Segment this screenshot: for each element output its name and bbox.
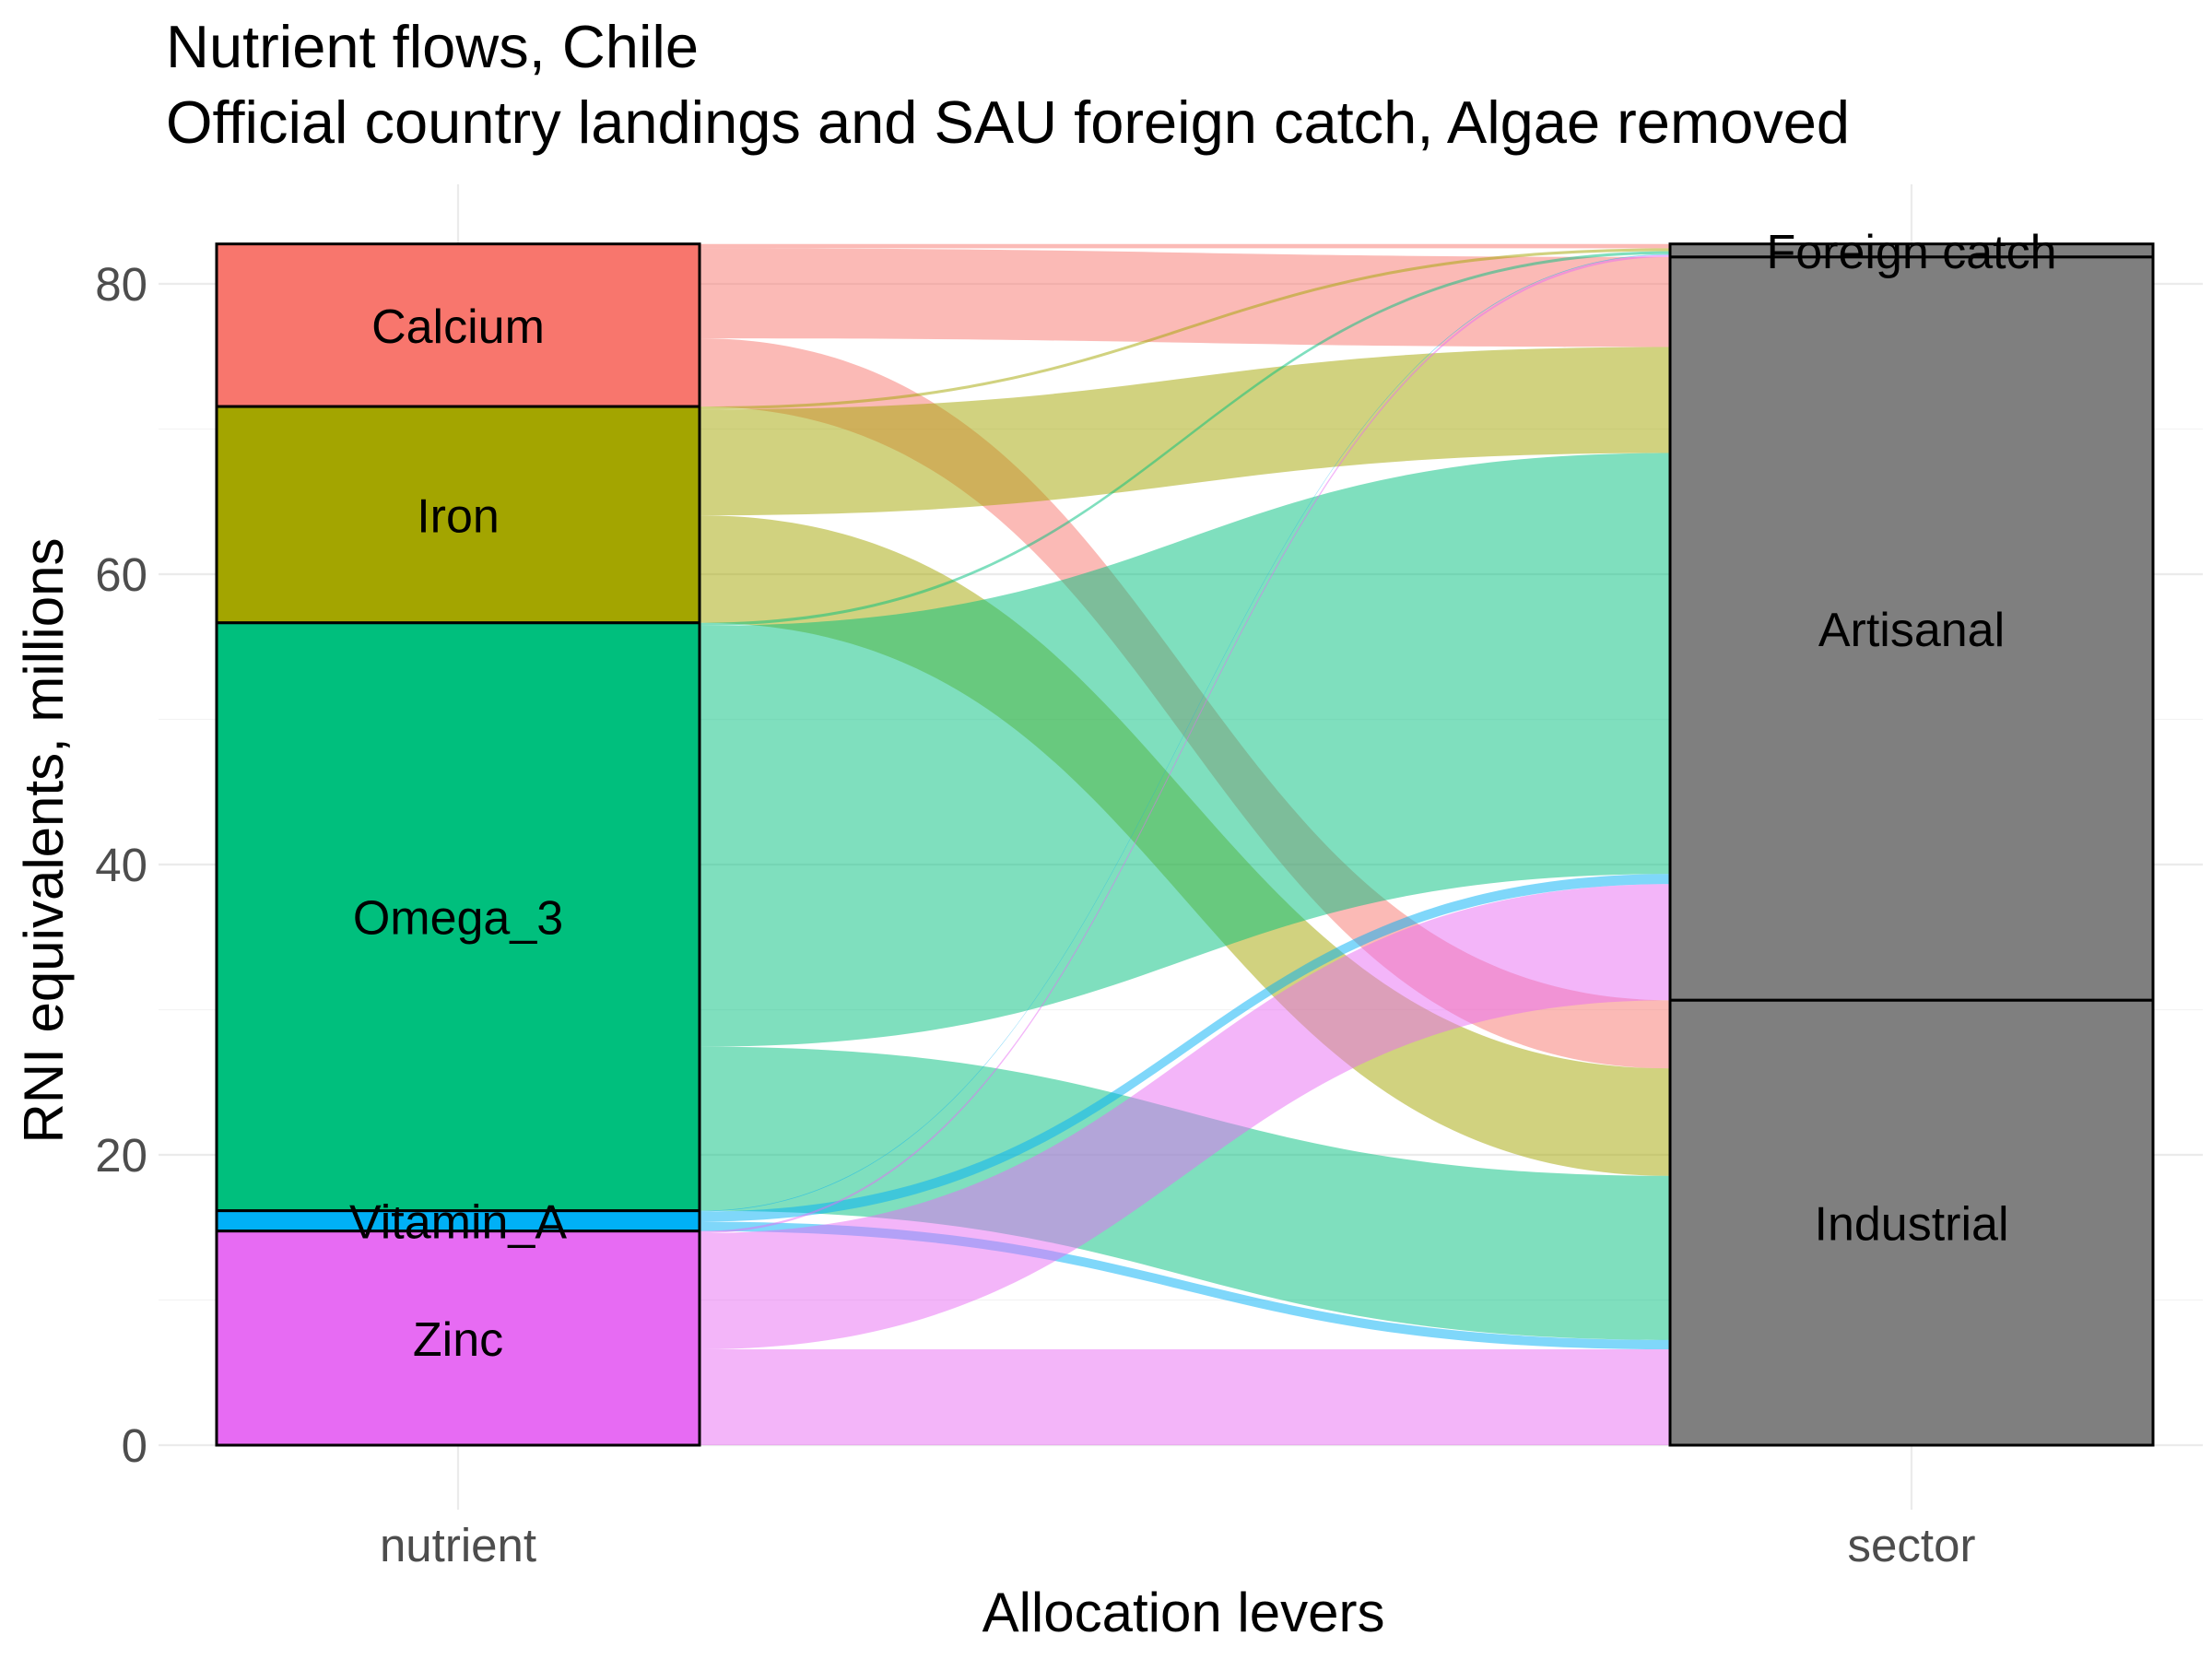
x-axis-ticks: nutrient sector xyxy=(380,1519,1976,1571)
stratum-label: Calcium xyxy=(371,300,545,354)
strata xyxy=(215,242,2155,1447)
stratum-label: Omega_3 xyxy=(353,892,563,946)
flow-omega-3-to-artisanal xyxy=(700,453,1670,1047)
stratum-label: Artisanal xyxy=(1818,604,2005,657)
flows xyxy=(700,243,1670,1445)
stratum-label: Vitamin_A xyxy=(349,1196,567,1250)
flow-omega-3-to-industrial xyxy=(700,1046,1670,1340)
x-tick-label-nutrient: nutrient xyxy=(380,1519,536,1571)
stratum-labels: Calcium Iron Omega_3 Vitamin_A Zinc Foreign c… xyxy=(349,226,2057,1367)
y-tick-label: 0 xyxy=(122,1419,147,1472)
stratum-zinc xyxy=(215,1230,701,1447)
stratum-industrial xyxy=(1668,998,2155,1447)
x-axis-title: Allocation levers xyxy=(982,1582,1385,1643)
flow-vitamin-a-to-industrial xyxy=(700,1221,1670,1350)
stratum-iron xyxy=(215,405,701,625)
stratum-calcium xyxy=(215,242,701,408)
flow-iron-to-foreign-catch xyxy=(700,248,1670,410)
y-axis-ticks: 0 20 40 60 80 xyxy=(95,258,147,1472)
y-tick-label: 60 xyxy=(95,548,147,601)
flow-zinc-to-foreign-catch xyxy=(700,254,1670,1234)
y-axis-title: RNI equivalents, millions xyxy=(13,538,75,1144)
y-tick-label: 80 xyxy=(95,258,147,311)
stratum-label: Foreign catch xyxy=(1766,226,2056,279)
flow-zinc-to-artisanal xyxy=(700,884,1670,1350)
flow-iron-to-artisanal xyxy=(700,347,1670,516)
stratum-artisanal xyxy=(1668,255,2155,1002)
stratum-label: Zinc xyxy=(413,1313,503,1367)
chart-subtitle: Official country landings and SAU foreig… xyxy=(166,88,1850,156)
y-tick-label: 40 xyxy=(95,839,147,891)
stratum-label: Industrial xyxy=(1815,1198,2009,1252)
flow-vitamin-a-to-artisanal xyxy=(700,874,1670,1222)
flow-vitamin-a-to-foreign-catch xyxy=(700,253,1670,1212)
flow-calcium-to-artisanal xyxy=(700,248,1670,347)
stratum-label: Iron xyxy=(417,489,500,543)
flow-zinc-to-industrial xyxy=(700,1349,1670,1445)
y-tick-label: 20 xyxy=(95,1129,147,1182)
flow-calcium-to-foreign-catch xyxy=(700,243,1670,249)
x-tick-label-sector: sector xyxy=(1848,1519,1976,1571)
chart-title: Nutrient flows, Chile xyxy=(166,13,699,80)
stratum-omega-3 xyxy=(215,621,701,1213)
flow-omega-3-to-foreign-catch xyxy=(700,251,1670,626)
